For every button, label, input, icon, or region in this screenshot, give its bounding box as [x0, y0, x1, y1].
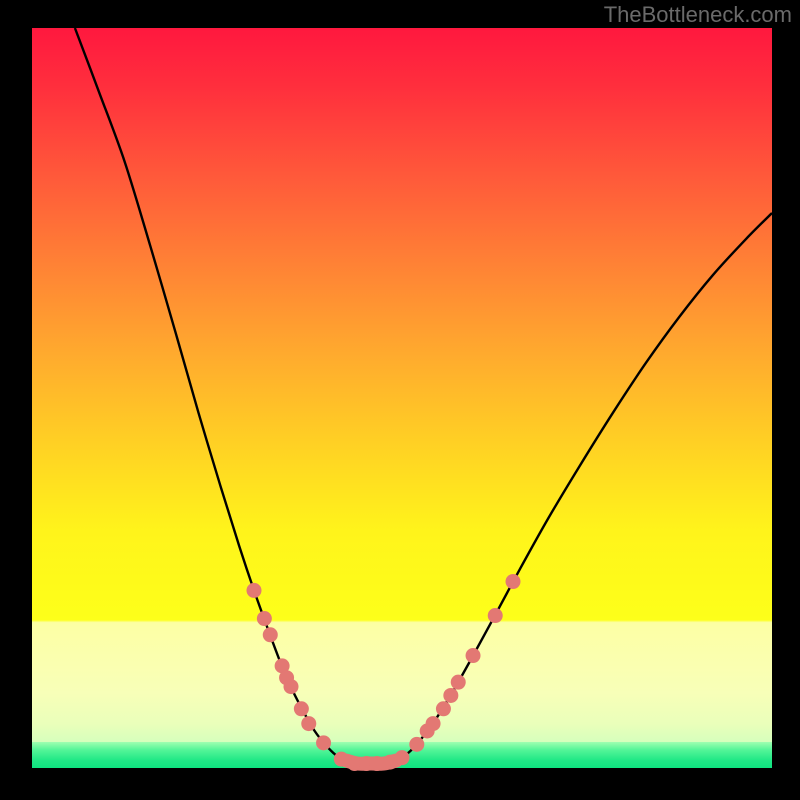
data-point: [466, 648, 481, 663]
data-point: [488, 608, 503, 623]
chart-svg: [32, 28, 772, 768]
data-point: [301, 716, 316, 731]
data-point: [426, 716, 441, 731]
data-point: [506, 574, 521, 589]
data-point: [247, 583, 262, 598]
data-point-dots: [247, 574, 521, 771]
curve-left: [75, 28, 347, 761]
data-point: [443, 688, 458, 703]
data-point: [395, 750, 410, 765]
data-point: [294, 701, 309, 716]
data-point: [369, 756, 384, 771]
chart-plot-area: [32, 28, 772, 768]
data-point: [409, 737, 424, 752]
watermark-text: TheBottleneck.com: [604, 2, 792, 28]
data-point: [334, 752, 349, 767]
data-point: [263, 627, 278, 642]
data-point: [451, 675, 466, 690]
data-point: [436, 701, 451, 716]
data-point: [316, 735, 331, 750]
data-point: [257, 611, 272, 626]
data-point: [284, 679, 299, 694]
